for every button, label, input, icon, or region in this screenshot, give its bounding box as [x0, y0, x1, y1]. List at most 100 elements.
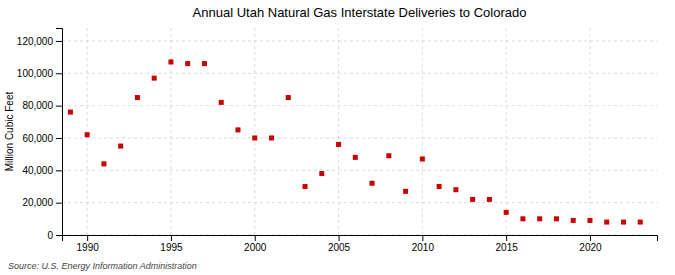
y-axis: 0 20,000 40,000 60,000 80,000 100,000 120,000 [17, 29, 63, 241]
source: Source: U.S. Energy Information Administ… [8, 261, 197, 271]
chart: 1990 1995 2000 2005 2010 2015 2020 0 20,000 40,00… [0, 0, 675, 275]
grid-line [589, 28, 590, 235]
grid-line [62, 202, 657, 203]
point [453, 187, 458, 192]
point [437, 184, 442, 189]
point [101, 161, 106, 166]
tick: 2000 [244, 235, 267, 253]
tick: 2010 [412, 235, 435, 253]
point [269, 135, 274, 140]
point [235, 127, 240, 132]
point [554, 216, 559, 221]
grid-line [254, 28, 255, 235]
tick-label: 60,000 [22, 133, 53, 144]
axis-line [63, 236, 658, 242]
tick-label: 100,000 [17, 68, 54, 79]
tick: 20,000 [22, 197, 62, 208]
point [185, 61, 190, 66]
point [168, 59, 173, 64]
point [420, 156, 425, 161]
grid-line [422, 28, 423, 235]
point [135, 95, 140, 100]
tick-mark [590, 235, 591, 241]
grid-line [62, 40, 657, 41]
tick: 2020 [579, 235, 602, 253]
point [85, 132, 90, 137]
title: Annual Utah Natural Gas Interstate Deliv… [193, 5, 527, 20]
point [504, 210, 509, 215]
tick: 40,000 [22, 165, 62, 176]
point [470, 197, 475, 202]
tick-label: 40,000 [22, 165, 53, 176]
point [571, 218, 576, 223]
tick-mark [255, 235, 256, 241]
tick-mark [56, 138, 62, 139]
tick-label: 120,000 [17, 36, 54, 47]
grid-line [338, 28, 339, 235]
grid-line [62, 105, 657, 106]
tick-label: 2020 [579, 242, 602, 253]
tick: 100,000 [17, 68, 62, 79]
tick-label: 0 [47, 230, 53, 241]
tick-label: 2005 [328, 242, 351, 253]
point [202, 61, 207, 66]
tick-mark [56, 170, 62, 171]
points [68, 59, 643, 224]
tick: 1990 [77, 235, 100, 253]
y-axis-label: Million Cubic Feet [4, 92, 15, 172]
point [336, 142, 341, 147]
tick-label: 80,000 [22, 100, 53, 111]
tick-label: 1990 [77, 242, 100, 253]
tick-label: 1995 [160, 242, 183, 253]
tick-mark [87, 235, 88, 241]
tick-mark [56, 203, 62, 204]
tick-mark [422, 235, 423, 241]
point [621, 220, 626, 225]
point [152, 76, 157, 81]
tick-mark [56, 41, 62, 42]
point [537, 216, 542, 221]
point [587, 218, 592, 223]
point [68, 110, 73, 115]
grid-line [62, 137, 657, 138]
tick-label: 20,000 [22, 197, 53, 208]
tick-mark [56, 235, 62, 236]
point [386, 153, 391, 158]
point [118, 144, 123, 149]
tick: 120,000 [17, 36, 62, 47]
tick-mark [506, 235, 507, 241]
point [319, 171, 324, 176]
point [353, 155, 358, 160]
tick: 80,000 [22, 100, 62, 111]
grid [62, 28, 657, 235]
point [604, 220, 609, 225]
tick-mark [56, 106, 62, 107]
tick: 1995 [160, 235, 183, 253]
tick: 2005 [328, 235, 351, 253]
plot: 1990 1995 2000 2005 2010 2015 2020 0 20,000 40,00… [17, 28, 658, 253]
point [487, 197, 492, 202]
grid-line [170, 28, 171, 235]
tick-mark [339, 235, 340, 241]
point [252, 135, 257, 140]
tick: 2015 [496, 235, 519, 253]
axis-line [56, 29, 63, 236]
point [520, 216, 525, 221]
point [219, 100, 224, 105]
tick-mark [171, 235, 172, 241]
point [638, 220, 643, 225]
tick: 60,000 [22, 133, 62, 144]
tick-label: 2000 [244, 242, 267, 253]
grid-line [87, 28, 88, 235]
tick: 0 [47, 230, 62, 241]
point [303, 184, 308, 189]
x-axis: 1990 1995 2000 2005 2010 2015 2020 [63, 235, 658, 253]
grid-line [62, 170, 657, 171]
grid-line [506, 28, 507, 235]
grid-line [62, 73, 657, 74]
point [286, 95, 291, 100]
tick-label: 2015 [496, 242, 519, 253]
point [403, 189, 408, 194]
tick-mark [56, 73, 62, 74]
tick-label: 2010 [412, 242, 435, 253]
